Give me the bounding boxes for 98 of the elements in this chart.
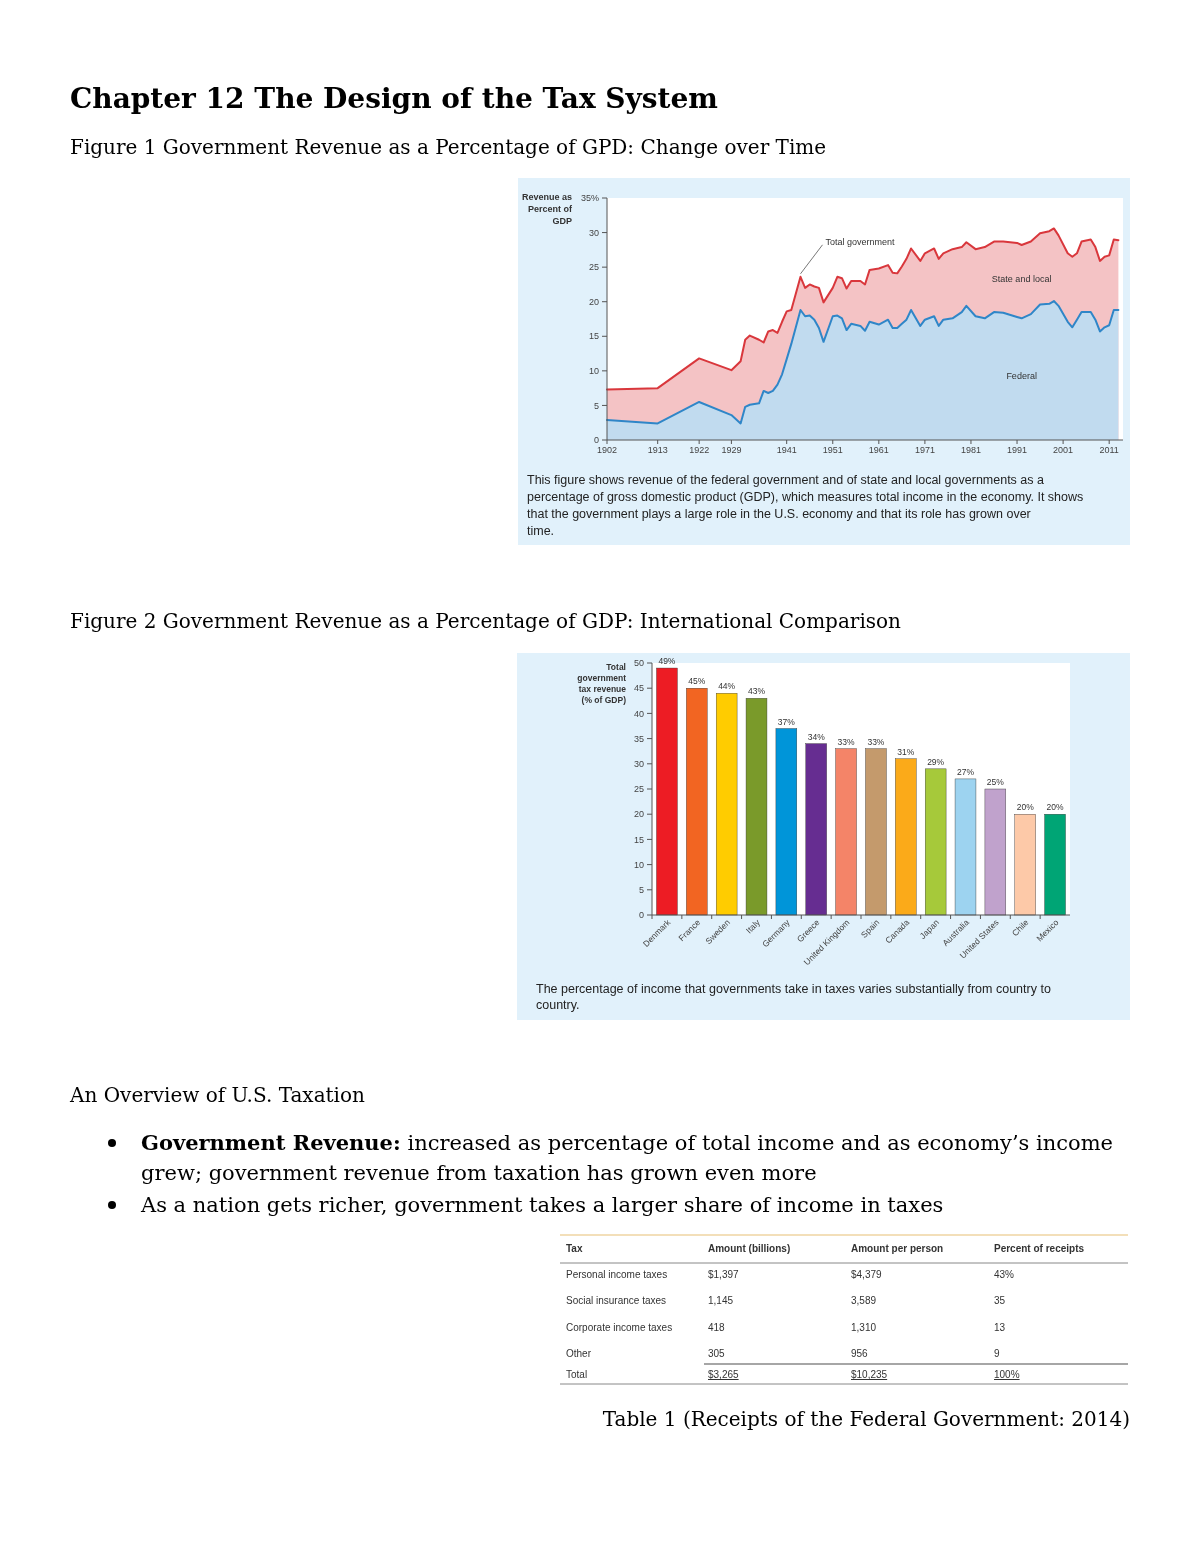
- x-tick-label: 1941: [776, 445, 797, 455]
- text: Total: [566, 1369, 588, 1380]
- x-tick-label: 1991: [1007, 445, 1028, 455]
- y-tick-label: 35%: [580, 193, 599, 204]
- text: Amount per person: [851, 1243, 944, 1254]
- bar: [1014, 814, 1036, 916]
- data-label: 49%: [658, 656, 676, 667]
- bar: [715, 693, 738, 916]
- data-label: 25%: [986, 777, 1005, 787]
- bar: [895, 758, 917, 916]
- text: Tax: [566, 1243, 583, 1254]
- y-tick-label: 0: [593, 435, 599, 446]
- y-tick-label: 50: [633, 658, 644, 669]
- data-label: 33%: [837, 736, 856, 747]
- x-tick-label: 2001: [1053, 445, 1074, 455]
- data-label: 43%: [747, 686, 766, 697]
- text: $10,235: [851, 1369, 888, 1380]
- data-label: 37%: [777, 716, 796, 727]
- text: Other: [566, 1347, 592, 1359]
- y-tick-label: 0: [638, 910, 644, 921]
- series-label: Federal: [1006, 371, 1037, 382]
- text: Government Revenue: increased as percentage of total income and as economy’s income grew; government revenue from taxation has grown even more: [141, 1130, 1114, 1185]
- bar: [686, 688, 708, 916]
- text: Social insurance taxes: [566, 1295, 667, 1307]
- x-tick-label: 1902: [596, 445, 618, 455]
- text: 305: [708, 1347, 726, 1359]
- y-tick-label: 45: [633, 683, 644, 694]
- data-label: 29%: [927, 756, 945, 767]
- chart-title: Chapter 12 The Design of the Tax System: [70, 82, 718, 115]
- data-label: 45%: [688, 676, 706, 687]
- text: Percent of receipts: [994, 1243, 1085, 1254]
- y-tick-label: 20: [633, 809, 644, 820]
- caption: Table 1 (Receipts of the Federal Government: 2014): [602, 1407, 1130, 1431]
- text: 43%: [994, 1269, 1015, 1280]
- y-tick-label: 30: [588, 227, 599, 238]
- bar: [775, 728, 798, 916]
- text: Amount (billions): [708, 1243, 791, 1254]
- y-tick-label: 20: [588, 296, 599, 307]
- bar: [745, 698, 768, 916]
- y-tick-label: 10: [633, 859, 644, 870]
- text: 3,589: [851, 1295, 877, 1307]
- y-tick-label: 30: [633, 758, 644, 769]
- bar: [954, 778, 977, 916]
- text: $1,397: [708, 1269, 740, 1280]
- x-tick-label: 1971: [914, 445, 935, 455]
- y-tick-label: 25: [588, 262, 599, 273]
- x-tick-label: Italy: [743, 916, 763, 936]
- chart-subtitle: Figure 1 Government Revenue as a Percentage of GPD: Change over Time: [70, 135, 827, 159]
- text: 100%: [994, 1369, 1020, 1380]
- x-tick-label: 1961: [868, 445, 889, 455]
- bar: [984, 788, 1007, 916]
- y-tick-label: 5: [593, 400, 599, 411]
- x-tick-label: 1922: [689, 445, 710, 455]
- data-label: 27%: [956, 766, 975, 777]
- y-axis-title: Total government tax revenue (% of GDP): [577, 662, 627, 705]
- x-tick-label: 2011: [1099, 445, 1119, 455]
- y-tick-label: 25: [633, 784, 644, 795]
- data-label: 20%: [1016, 802, 1035, 813]
- text: 956: [851, 1347, 869, 1359]
- text: As a nation gets richer, government takes a larger share of income in taxes: [140, 1193, 944, 1217]
- x-tick-label: 1951: [822, 445, 843, 455]
- y-tick-label: 5: [638, 884, 644, 895]
- text: 1,310: [851, 1321, 877, 1333]
- bar: [835, 748, 857, 916]
- y-tick-label: 10: [588, 366, 599, 377]
- text: $4,379: [851, 1269, 883, 1280]
- data-label: 44%: [718, 681, 736, 692]
- data-label: 31%: [897, 746, 915, 757]
- x-tick-label: 1981: [960, 445, 981, 455]
- bar: [924, 768, 947, 916]
- y-axis-title: Revenue as Percent of GDP: [521, 192, 573, 226]
- y-tick-label: 15: [588, 331, 599, 342]
- y-tick-label: 35: [633, 733, 644, 744]
- text: 1,145: [708, 1295, 734, 1307]
- text: Corporate income taxes: [566, 1321, 673, 1333]
- text: The percentage of income that governments take in taxes varies substantially from country to country.: [536, 982, 1051, 1012]
- x-tick-label: 1913: [647, 445, 668, 455]
- bar: [805, 743, 827, 916]
- data-label: 20%: [1046, 802, 1065, 813]
- x-tick-label: 1929: [721, 445, 742, 455]
- bar: [1044, 814, 1066, 916]
- y-tick-label: 15: [633, 834, 644, 845]
- text: An Overview of U.S. Taxation: [69, 1083, 366, 1107]
- y-tick-label: 40: [633, 708, 644, 719]
- bar: [656, 667, 678, 916]
- text: This figure shows revenue of the federal government and of state and local governments as a percentage of gross domestic product (GDP), which measures total income in the economy. It shows that the government plays a large role in the U.S. economy and that its role has grown over time.: [527, 473, 1084, 538]
- annotation: State and local: [991, 273, 1052, 284]
- series-label: Total government: [825, 236, 896, 247]
- data-label: 33%: [867, 736, 885, 747]
- bar: [865, 748, 887, 916]
- text: Figure 2 Government Revenue as a Percentage of GDP: International Comparison: [70, 609, 902, 633]
- text: 9: [994, 1347, 1000, 1359]
- text: 13: [994, 1321, 1006, 1333]
- text: 418: [708, 1321, 726, 1333]
- text: $3,265: [708, 1369, 740, 1380]
- text: Personal income taxes: [566, 1269, 668, 1280]
- data-label: 34%: [807, 731, 826, 742]
- text: 35: [994, 1295, 1006, 1307]
